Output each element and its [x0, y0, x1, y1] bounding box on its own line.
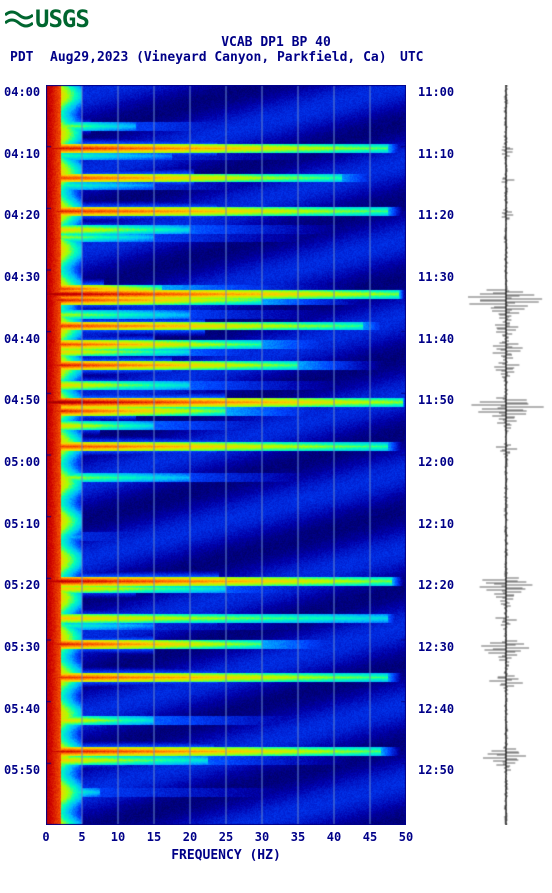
x-tick: 20	[183, 830, 197, 844]
chart-title: VCAB DP1 BP 40	[0, 35, 552, 50]
y-tick-left: 05:20	[4, 578, 40, 592]
y-tick-left: 04:20	[4, 208, 40, 222]
y-tick-right: 12:40	[418, 702, 454, 716]
y-tick-right: 11:40	[418, 332, 454, 346]
y-tick-right: 11:10	[418, 147, 454, 161]
x-tick: 25	[219, 830, 233, 844]
y-tick-left: 04:00	[4, 85, 40, 99]
x-tick: 35	[291, 830, 305, 844]
spectrogram-canvas	[46, 85, 406, 825]
y-tick-right: 11:30	[418, 270, 454, 284]
x-tick: 0	[42, 830, 49, 844]
x-tick: 10	[111, 830, 125, 844]
y-tick-left: 05:40	[4, 702, 40, 716]
y-tick-left: 05:00	[4, 455, 40, 469]
y-tick-right: 11:50	[418, 393, 454, 407]
spectrogram-chart	[46, 85, 406, 825]
logo-text: USGS	[35, 5, 89, 33]
y-tick-left: 04:10	[4, 147, 40, 161]
x-tick: 5	[78, 830, 85, 844]
y-tick-left: 05:10	[4, 517, 40, 531]
tz-left-label: PDT	[10, 50, 33, 65]
x-axis-label: FREQUENCY (HZ)	[46, 848, 406, 863]
y-tick-right: 11:00	[418, 85, 454, 99]
x-tick: 30	[255, 830, 269, 844]
y-tick-left: 04:30	[4, 270, 40, 284]
y-tick-left: 04:40	[4, 332, 40, 346]
y-tick-right: 11:20	[418, 208, 454, 222]
x-tick: 40	[327, 830, 341, 844]
y-tick-right: 12:30	[418, 640, 454, 654]
date-location-label: Aug29,2023 (Vineyard Canyon, Parkfield, …	[50, 50, 387, 65]
x-tick: 45	[363, 830, 377, 844]
y-tick-left: 05:50	[4, 763, 40, 777]
seismogram-trace	[466, 85, 546, 825]
x-tick: 50	[399, 830, 413, 844]
y-tick-right: 12:50	[418, 763, 454, 777]
y-tick-left: 05:30	[4, 640, 40, 654]
y-tick-left: 04:50	[4, 393, 40, 407]
x-tick: 15	[147, 830, 161, 844]
y-tick-right: 12:10	[418, 517, 454, 531]
y-tick-right: 12:20	[418, 578, 454, 592]
y-tick-right: 12:00	[418, 455, 454, 469]
usgs-logo: USGS	[5, 5, 89, 33]
seismogram-canvas	[466, 85, 546, 825]
tz-right-label: UTC	[400, 50, 423, 65]
usgs-wave-icon	[5, 7, 33, 31]
